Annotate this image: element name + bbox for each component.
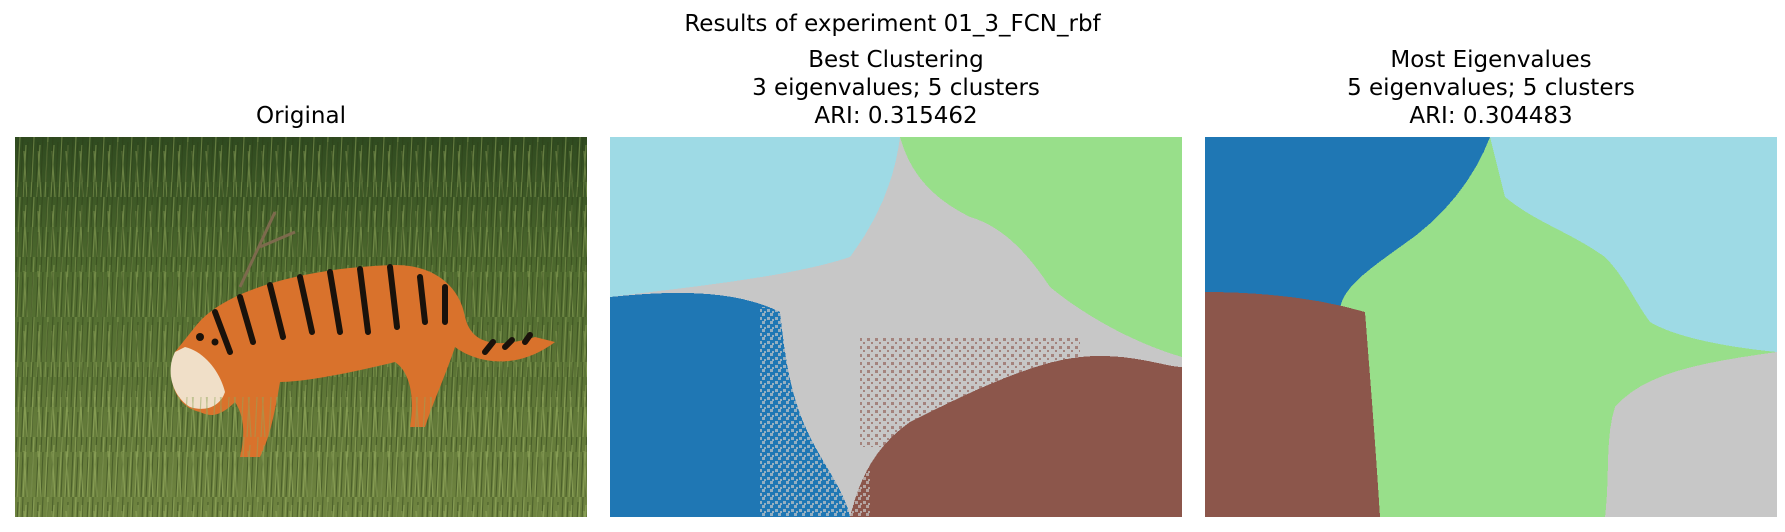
best-clustering-image xyxy=(610,137,1182,517)
panel-title-line: 5 eigenvalues; 5 clusters xyxy=(1347,75,1635,101)
panel-best-title: Best Clustering 3 eigenvalues; 5 cluster… xyxy=(610,46,1182,130)
panel-original-title: Original xyxy=(15,102,587,130)
cluster-gray-region xyxy=(1605,352,1777,517)
dry-branch xyxy=(238,211,296,288)
tiger-photo xyxy=(15,137,587,517)
original-image xyxy=(15,137,587,517)
cluster-light-blue-region xyxy=(1490,137,1777,352)
panel-title-line: ARI: 0.315462 xyxy=(814,103,978,129)
foreground-grass xyxy=(15,397,587,517)
panel-title-line: Most Eigenvalues xyxy=(1390,47,1592,73)
panel-title-line: ARI: 0.304483 xyxy=(1409,103,1573,129)
cluster-green-region xyxy=(900,137,1182,357)
figure-suptitle: Results of experiment 01_3_FCN_rbf xyxy=(684,11,1101,37)
panel-most-title: Most Eigenvalues 5 eigenvalues; 5 cluste… xyxy=(1205,46,1777,130)
best-clustering-map xyxy=(610,137,1182,517)
cluster-blue-region xyxy=(1205,137,1490,307)
panel-title-line: Best Clustering xyxy=(808,47,984,73)
cluster-boundary-noise-gray xyxy=(760,307,870,517)
cluster-light-blue-region xyxy=(610,137,900,297)
panel-title-line: Original xyxy=(255,103,346,129)
cluster-brown-region xyxy=(1205,292,1380,517)
most-eigenvalues-image xyxy=(1205,137,1777,517)
cluster-boundary-noise-brown xyxy=(860,337,1080,447)
panel-title-line: 3 eigenvalues; 5 clusters xyxy=(752,75,1040,101)
most-eigenvalues-map xyxy=(1205,137,1777,517)
